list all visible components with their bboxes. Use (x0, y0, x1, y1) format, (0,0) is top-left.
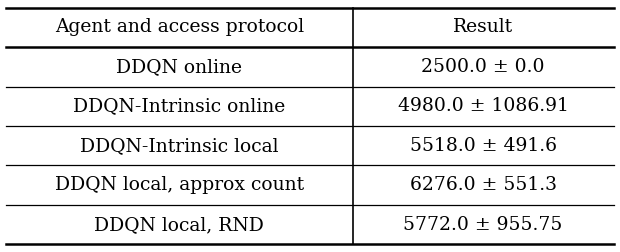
Text: DDQN online: DDQN online (117, 58, 242, 76)
Text: DDQN-Intrinsic local: DDQN-Intrinsic local (80, 137, 278, 155)
Text: Agent and access protocol: Agent and access protocol (55, 18, 304, 36)
Text: 5772.0 ± 955.75: 5772.0 ± 955.75 (404, 216, 563, 234)
Text: 4980.0 ± 1086.91: 4980.0 ± 1086.91 (397, 97, 569, 115)
Text: 6276.0 ± 551.3: 6276.0 ± 551.3 (410, 176, 557, 194)
Text: DDQN-Intrinsic online: DDQN-Intrinsic online (73, 97, 285, 115)
Text: DDQN local, approx count: DDQN local, approx count (55, 176, 304, 194)
Text: 5518.0 ± 491.6: 5518.0 ± 491.6 (410, 137, 557, 155)
Text: Result: Result (453, 18, 513, 36)
Text: DDQN local, RND: DDQN local, RND (94, 216, 264, 234)
Text: 2500.0 ± 0.0: 2500.0 ± 0.0 (422, 58, 545, 76)
